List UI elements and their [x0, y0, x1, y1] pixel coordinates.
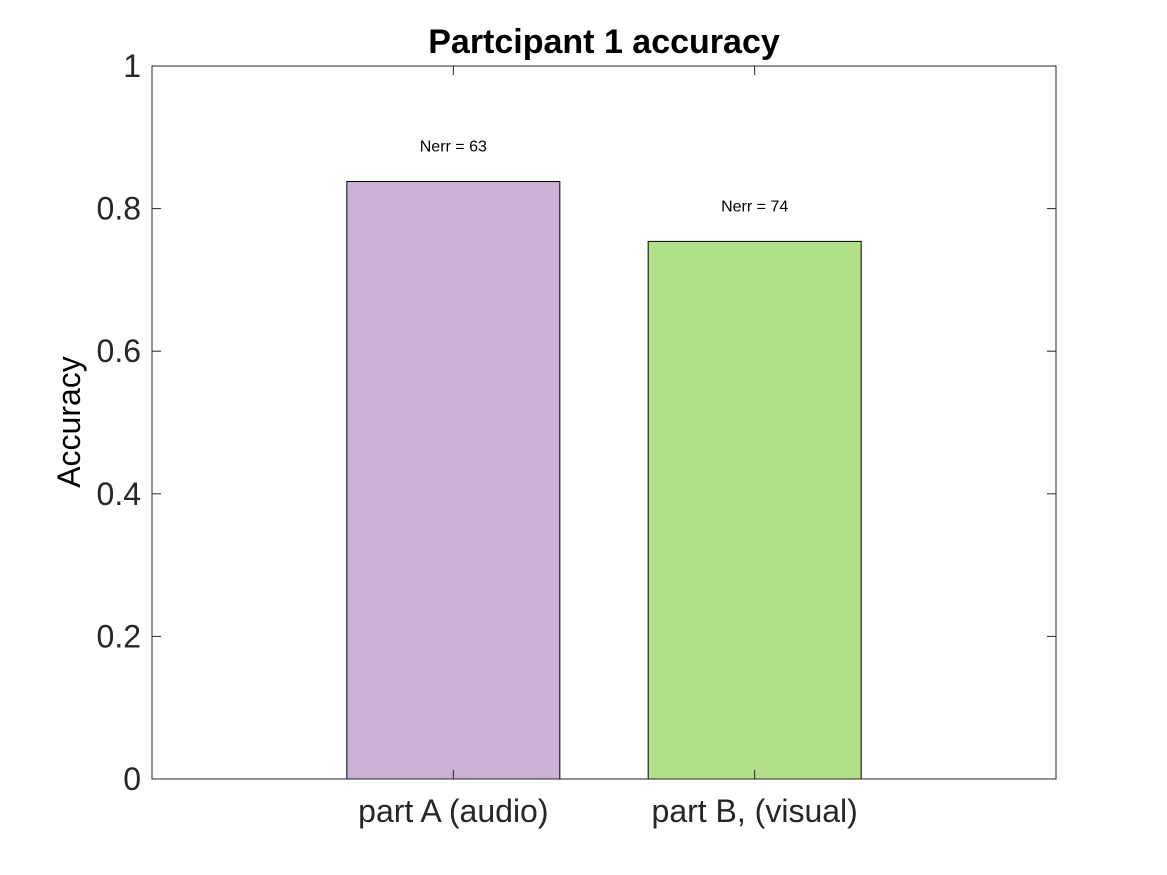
- y-tick-label: 0.6: [97, 333, 141, 369]
- plot-frame: [151, 65, 1057, 780]
- bar-2: [647, 240, 862, 780]
- y-axis-label: Accuracy: [51, 356, 87, 488]
- x-tick-label: part B, (visual): [652, 793, 858, 829]
- data-label-1: Nerr = 63: [420, 139, 487, 156]
- y-tick-label: 1: [123, 48, 141, 84]
- y-tick-label: 0.2: [97, 618, 141, 654]
- y-tick-label: 0: [123, 761, 141, 797]
- chart-title: Partcipant 1 accuracy: [428, 23, 780, 61]
- y-tick-label: 0.8: [97, 191, 141, 227]
- axes-group: 0 0.2 0.4 0.6 0.8 1 part A (audio) part B, (vis…: [97, 48, 1057, 829]
- bar-1: [346, 181, 561, 780]
- x-tick-label: part A (audio): [358, 793, 548, 829]
- y-tick-label: 0.4: [97, 476, 141, 512]
- bars-group: Nerr = 63 Nerr = 74: [346, 139, 862, 780]
- data-label-2: Nerr = 74: [721, 198, 788, 215]
